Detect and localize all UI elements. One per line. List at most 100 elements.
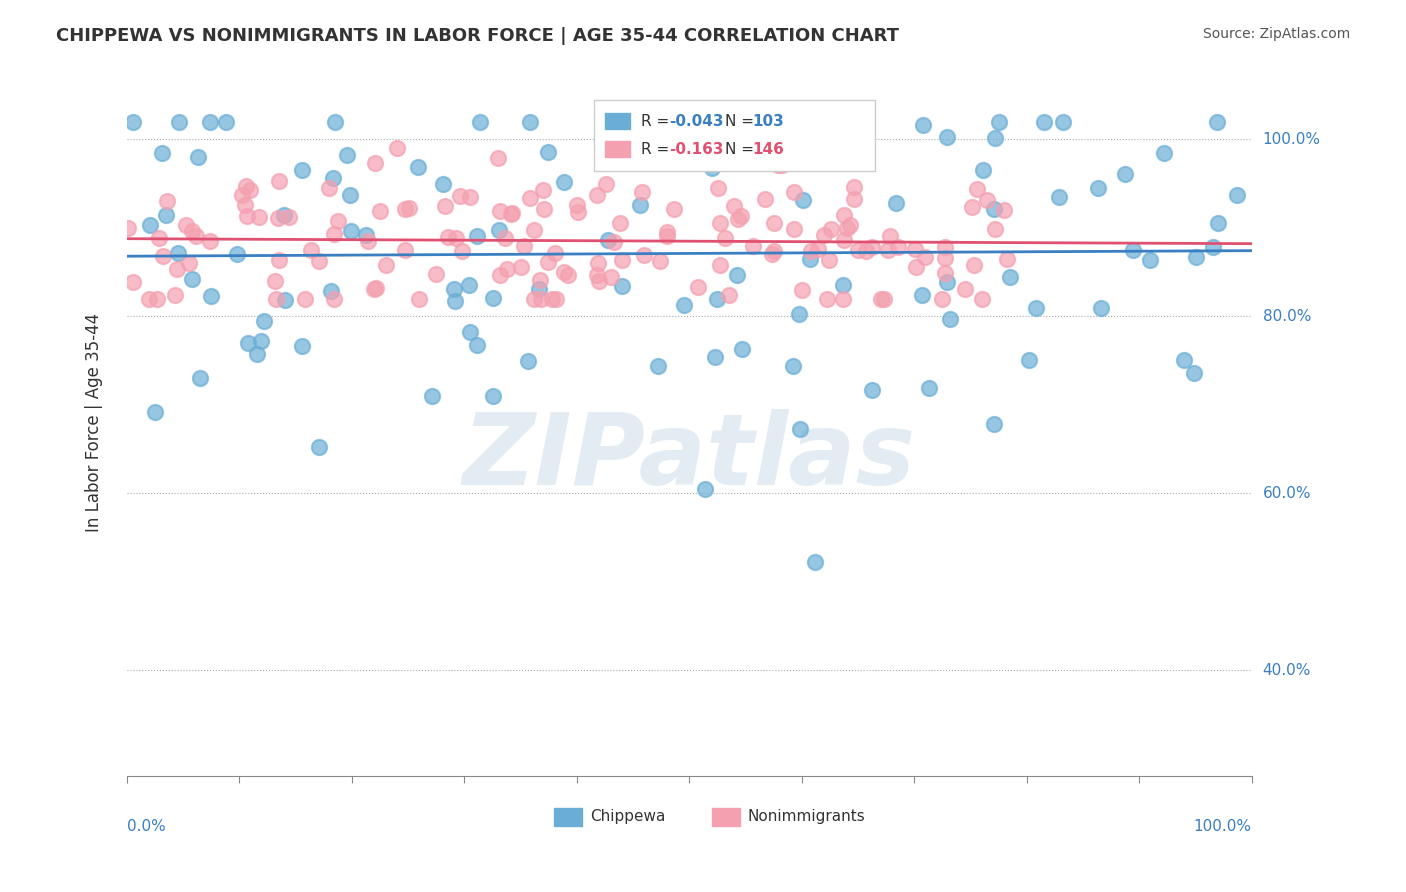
Point — [804, 555, 827, 569]
Point — [789, 307, 811, 321]
Point — [364, 281, 387, 295]
Point — [291, 162, 314, 177]
Point — [602, 114, 624, 128]
Point — [586, 256, 609, 270]
Point — [792, 193, 814, 207]
Point — [253, 314, 276, 328]
Point — [936, 130, 959, 145]
Point — [603, 235, 626, 249]
Point — [523, 292, 546, 306]
Point — [198, 234, 221, 248]
Point — [432, 178, 454, 192]
Point — [657, 229, 679, 244]
Text: 100.0%: 100.0% — [1194, 819, 1251, 834]
Point — [544, 246, 567, 260]
Point — [308, 253, 330, 268]
Point — [166, 262, 188, 277]
Point — [274, 293, 297, 307]
Point — [264, 292, 287, 306]
Point — [420, 389, 443, 403]
Point — [394, 202, 416, 217]
Point — [731, 342, 754, 356]
Point — [308, 441, 330, 455]
Point — [832, 114, 855, 128]
Point — [231, 187, 253, 202]
Point — [318, 181, 340, 195]
Point — [725, 268, 748, 283]
Point — [588, 274, 610, 288]
Point — [250, 334, 273, 348]
Point — [790, 283, 813, 297]
Point — [904, 242, 927, 256]
Text: -0.043: -0.043 — [669, 114, 724, 129]
Point — [235, 209, 257, 223]
Point — [1173, 353, 1195, 368]
Point — [842, 192, 865, 206]
Point — [530, 292, 553, 306]
Point — [1114, 167, 1136, 181]
Point — [842, 180, 865, 194]
Point — [488, 223, 510, 237]
Point — [918, 381, 941, 395]
Point — [546, 292, 568, 306]
Point — [145, 405, 167, 419]
Point — [671, 142, 693, 156]
Text: R =: R = — [641, 143, 673, 157]
Text: Nonimmigrants: Nonimmigrants — [748, 809, 866, 824]
Point — [860, 383, 883, 397]
Point — [557, 268, 579, 283]
FancyBboxPatch shape — [605, 113, 630, 128]
Point — [294, 292, 316, 306]
Point — [984, 222, 1007, 236]
Point — [783, 186, 806, 200]
Point — [354, 228, 377, 243]
Point — [166, 246, 188, 260]
Point — [706, 292, 728, 306]
Point — [458, 325, 481, 339]
Point — [174, 218, 197, 232]
Point — [742, 239, 765, 253]
Point — [187, 150, 209, 164]
Point — [1052, 114, 1074, 128]
Point — [766, 157, 789, 171]
Point — [139, 218, 162, 232]
Point — [993, 203, 1015, 218]
Point — [714, 231, 737, 245]
Point — [628, 197, 651, 211]
Text: N =: N = — [725, 143, 759, 157]
Point — [184, 229, 207, 244]
Point — [565, 198, 588, 212]
Point — [323, 227, 346, 241]
Point — [984, 131, 1007, 145]
Point — [1139, 252, 1161, 267]
Text: N =: N = — [725, 114, 759, 129]
Point — [633, 248, 655, 262]
Point — [709, 259, 731, 273]
Point — [264, 274, 287, 288]
Point — [846, 243, 869, 257]
Point — [709, 216, 731, 230]
Point — [233, 198, 256, 212]
Point — [703, 350, 725, 364]
Point — [1185, 250, 1208, 264]
Point — [321, 284, 343, 298]
Point — [181, 272, 204, 286]
Point — [820, 221, 842, 235]
Point — [146, 292, 169, 306]
Point — [914, 251, 936, 265]
Point — [489, 268, 512, 282]
Point — [499, 206, 522, 220]
Point — [117, 221, 139, 235]
Point — [537, 145, 560, 160]
Point — [707, 180, 730, 194]
Point — [278, 210, 301, 224]
Point — [167, 114, 190, 128]
Point — [533, 183, 555, 197]
Point — [972, 162, 994, 177]
Point — [855, 244, 877, 258]
Point — [138, 292, 160, 306]
Point — [375, 258, 398, 272]
Point — [322, 170, 344, 185]
Text: ZIPatlas: ZIPatlas — [463, 409, 915, 507]
Point — [647, 359, 669, 374]
